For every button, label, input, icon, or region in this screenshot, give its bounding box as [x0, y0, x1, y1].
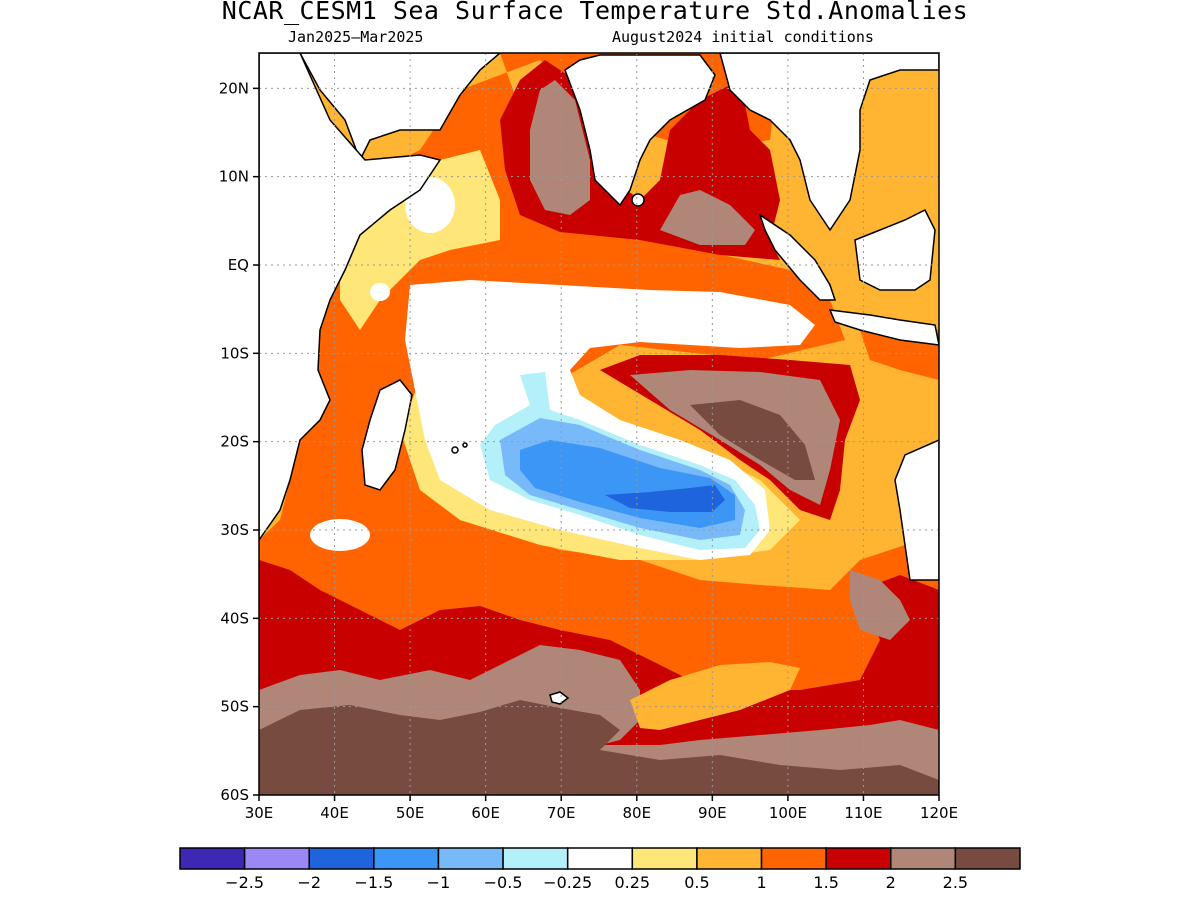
landmass-kerguelen [549, 691, 570, 705]
lon-tick-label: 110E [844, 804, 882, 822]
landmass-sumatra [758, 213, 837, 301]
map-title: NCAR_CESM1 Sea Surface Temperature Std.A… [221, 0, 969, 25]
lon-tick-label: 50E [396, 804, 425, 822]
graticule [259, 53, 939, 795]
lat-tick-label: 20S [220, 433, 249, 451]
anomaly-zone-strong [660, 190, 755, 245]
colorbar-swatch [373, 847, 440, 870]
lon-tick-label: 90E [698, 804, 727, 822]
colorbar-label: −0.25 [543, 873, 592, 892]
forecast-period: Jan2025–Mar2025 [288, 28, 424, 46]
landmass-sri-lanka [631, 193, 645, 207]
longitude-axis: 30E 40E 50E 60E 70E 80E 90E 100E 110E 120E [245, 795, 958, 822]
lon-tick-label: 30E [245, 804, 274, 822]
map-frame [258, 52, 940, 796]
landmass-horn-of-africa [259, 53, 442, 542]
lon-tick-label: 120E [920, 804, 958, 822]
colorbar-label: −0.5 [484, 873, 523, 892]
colorbar-label: 0.25 [614, 873, 650, 892]
initial-conditions: August2024 initial conditions [612, 28, 874, 46]
landmass-southeast-asia [719, 53, 939, 232]
landmass-mauritius [451, 446, 459, 454]
lat-tick-label: 10S [220, 344, 249, 362]
anomaly-field [259, 53, 939, 795]
colorbar-swatch [437, 847, 504, 870]
land-mask [259, 53, 939, 705]
lon-tick-label: 70E [547, 804, 576, 822]
colorbar-label: 0.5 [684, 873, 709, 892]
colorbar-swatch [243, 847, 310, 870]
colorbar: −2.5 −2 −1.5 −1 −0.5 −0.25 0.25 0.5 1 1.5 2 2.5 [179, 847, 1021, 892]
lat-tick-label: 10N [219, 168, 249, 186]
colorbar-label: 2.5 [943, 873, 968, 892]
colorbar-swatch [308, 847, 375, 870]
lat-tick-label: 60S [220, 786, 249, 804]
lon-tick-label: 80E [622, 804, 651, 822]
landmass-java [828, 309, 939, 346]
landmass-australia [894, 439, 939, 581]
colorbar-swatch [631, 847, 698, 870]
colorbar-swatch [502, 847, 569, 870]
colorbar-swatch [954, 847, 1021, 870]
colorbar-swatch [696, 847, 763, 870]
colorbar-label: −1 [427, 873, 451, 892]
colorbar-label: −2 [297, 873, 321, 892]
latitude-axis: 20N 10N EQ 10S 20S 30S 40S 50S 60S [219, 79, 259, 804]
anomaly-zone-extreme [690, 400, 815, 480]
landmass-arabia-africa [259, 53, 502, 162]
colorbar-swatch [760, 847, 827, 870]
anomaly-zone-strong [850, 570, 910, 640]
anomaly-zone-neutral [310, 519, 370, 551]
colorbar-label: −1.5 [354, 873, 393, 892]
anomaly-zone-cool [605, 485, 725, 512]
colorbar-swatch [825, 847, 892, 870]
anomaly-zone-warm [630, 662, 800, 730]
anomaly-zone-extreme [259, 700, 939, 795]
colorbar-label: 1 [756, 873, 766, 892]
anomaly-zone-strong [530, 80, 590, 215]
colorbar-swatch [179, 847, 246, 870]
lon-tick-label: 60E [471, 804, 500, 822]
lat-tick-label: 20N [219, 79, 249, 97]
colorbar-swatch [566, 847, 634, 870]
landmass-reunion [462, 442, 468, 448]
landmass-madagascar [361, 379, 413, 491]
landmass-india [564, 54, 716, 207]
lat-tick-label: 30S [220, 521, 249, 539]
landmass-borneo [854, 208, 936, 291]
colorbar-label: 2 [886, 873, 896, 892]
anomaly-zone-neutral [370, 283, 390, 301]
colorbar-label: 1.5 [813, 873, 838, 892]
colorbar-label: −2.5 [225, 873, 264, 892]
lon-tick-label: 40E [320, 804, 349, 822]
lat-tick-label: EQ [228, 256, 249, 274]
colorbar-swatch [890, 847, 957, 870]
lon-tick-label: 100E [769, 804, 807, 822]
lat-tick-label: 40S [220, 609, 249, 627]
lat-tick-label: 50S [220, 698, 249, 716]
